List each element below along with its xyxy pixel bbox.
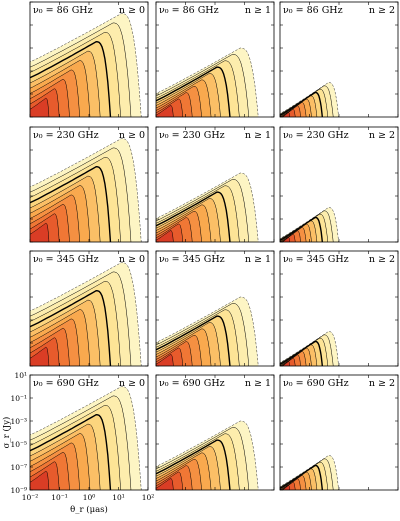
order-label: n ≥ 2 — [369, 5, 395, 16]
panel-frame — [279, 250, 399, 367]
contour-level-9 — [156, 354, 174, 366]
axis-ticks — [279, 250, 399, 367]
contour-level-9 — [282, 361, 291, 366]
order-label: n ≥ 2 — [369, 130, 395, 141]
contour-level-9 — [156, 230, 174, 242]
contour-fills-r2-c0 — [30, 262, 142, 366]
contour-fills-r1-c1 — [156, 172, 259, 242]
x-tick-label: 10² — [142, 493, 155, 502]
panel-r2-c1: ν₀ = 345 GHz n ≥ 1 — [155, 250, 275, 367]
frequency-label: ν₀ = 690 GHz — [33, 378, 99, 389]
axis-ticks — [155, 250, 275, 367]
contour-fills-r0-c0 — [30, 13, 142, 117]
axis-ticks — [155, 126, 275, 243]
panel-frame — [279, 374, 399, 491]
y-tick-label: 10⁻⁹ — [10, 486, 27, 495]
panel-r0-c0: ν₀ = 86 GHz n ≥ 0 — [29, 1, 149, 118]
contour-fills-r3-c1 — [156, 420, 259, 490]
y-tick-label: 10⁻¹ — [10, 394, 27, 403]
axis-ticks — [279, 126, 399, 243]
x-tick-label: 10¹ — [112, 493, 125, 502]
x-tick-label: 10⁻¹ — [51, 493, 68, 502]
panel-frame — [279, 126, 399, 243]
axis-ticks — [279, 374, 399, 491]
frequency-label: ν₀ = 230 GHz — [283, 130, 349, 141]
order-label: n ≥ 0 — [119, 5, 145, 16]
contour-fills-r1-c2 — [280, 207, 339, 242]
contour-level-9 — [282, 237, 291, 242]
y-tick-label: 10⁻⁵ — [10, 440, 27, 449]
panel-r0-c2: ν₀ = 86 GHz n ≥ 2 — [279, 1, 399, 118]
contour-fills-r0-c1 — [156, 47, 259, 117]
panel-r1-c1: ν₀ = 230 GHz n ≥ 1 — [155, 126, 275, 243]
x-tick-label: 10⁰ — [83, 493, 96, 502]
order-label: n ≥ 0 — [119, 130, 145, 141]
frequency-label: ν₀ = 86 GHz — [33, 5, 93, 16]
contour-fills-r1-c0 — [30, 138, 142, 242]
panel-r1-c2: ν₀ = 230 GHz n ≥ 2 — [279, 126, 399, 243]
contour-level-9 — [30, 97, 50, 117]
axis-ticks — [29, 250, 149, 367]
panel-frame — [279, 1, 399, 118]
x-tick-label: 10⁻² — [22, 493, 39, 502]
contour-fills-r0-c2 — [280, 82, 339, 117]
order-label: n ≥ 2 — [369, 254, 395, 265]
axis-ticks — [155, 1, 275, 118]
order-label: n ≥ 0 — [119, 254, 145, 265]
frequency-label: ν₀ = 345 GHz — [33, 254, 99, 265]
contour-level-9 — [282, 485, 291, 490]
contour-level-9 — [30, 346, 50, 366]
y-tick-label: 10⁻³ — [10, 417, 27, 426]
panel-r3-c1: ν₀ = 690 GHz n ≥ 1 — [155, 374, 275, 491]
contour-level-9 — [156, 478, 174, 490]
frequency-label: ν₀ = 690 GHz — [159, 378, 225, 389]
order-label: n ≥ 0 — [119, 378, 145, 389]
order-label: n ≥ 1 — [245, 130, 271, 141]
y-tick-label: 10⁻⁷ — [10, 463, 27, 472]
y-axis-title: σ_r (Jy) — [1, 417, 12, 449]
order-label: n ≥ 1 — [245, 254, 271, 265]
axis-ticks — [155, 374, 275, 491]
contour-level-9 — [30, 470, 50, 490]
frequency-label: ν₀ = 345 GHz — [159, 254, 225, 265]
contour-level-9 — [156, 105, 174, 117]
axis-ticks — [279, 1, 399, 118]
panel-r1-c0: ν₀ = 230 GHz n ≥ 0 — [29, 126, 149, 243]
axis-ticks — [29, 126, 149, 243]
frequency-label: ν₀ = 86 GHz — [283, 5, 343, 16]
axis-ticks — [29, 1, 149, 118]
frequency-label: ν₀ = 345 GHz — [283, 254, 349, 265]
panel-r2-c0: ν₀ = 345 GHz n ≥ 0 — [29, 250, 149, 367]
contour-fills-r2-c1 — [156, 296, 259, 366]
panel-r0-c1: ν₀ = 86 GHz n ≥ 1 — [155, 1, 275, 118]
y-tick-label: 10¹ — [14, 371, 27, 380]
panel-r2-c2: ν₀ = 345 GHz n ≥ 2 — [279, 250, 399, 367]
frequency-label: ν₀ = 690 GHz — [283, 378, 349, 389]
axis-ticks — [29, 374, 149, 491]
contour-level-9 — [30, 222, 50, 242]
x-axis-title: θ_r (μas) — [70, 504, 108, 515]
frequency-label: ν₀ = 230 GHz — [33, 130, 99, 141]
contour-level-9 — [282, 112, 291, 117]
panel-r3-c0: ν₀ = 690 GHz n ≥ 0 — [29, 374, 149, 491]
order-label: n ≥ 1 — [245, 378, 271, 389]
order-label: n ≥ 2 — [369, 378, 395, 389]
contour-fills-r3-c2 — [280, 455, 339, 490]
contour-fills-r2-c2 — [280, 331, 339, 366]
panel-r3-c2: ν₀ = 690 GHz n ≥ 2 — [279, 374, 399, 491]
frequency-label: ν₀ = 230 GHz — [159, 130, 225, 141]
frequency-label: ν₀ = 86 GHz — [159, 5, 219, 16]
contour-fills-r3-c0 — [30, 386, 142, 490]
order-label: n ≥ 1 — [245, 5, 271, 16]
